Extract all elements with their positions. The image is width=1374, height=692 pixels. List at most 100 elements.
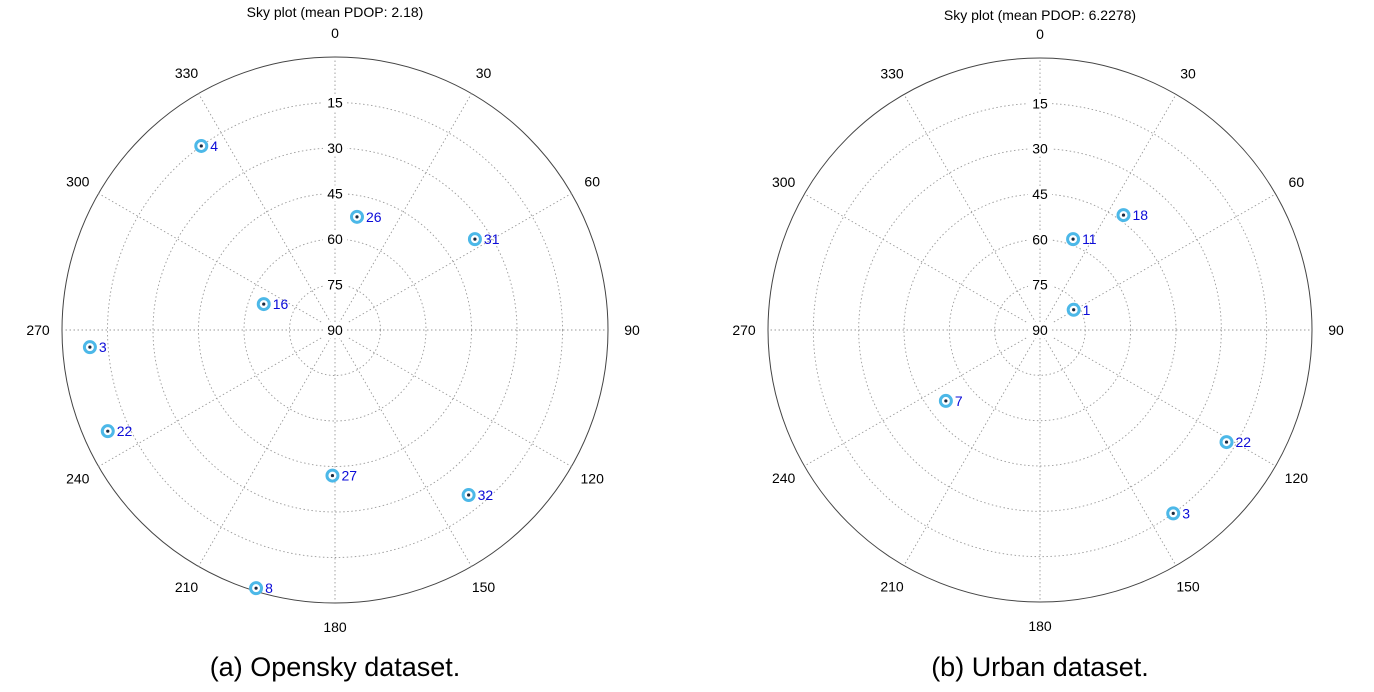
satellite-point: 8 <box>249 580 273 596</box>
satellite-point: 11 <box>1066 231 1097 247</box>
elevation-label-bg <box>323 140 347 156</box>
azimuth-tick-label: 150 <box>472 579 496 595</box>
satellite-prn-label: 11 <box>1082 231 1097 247</box>
satellite-marker-center <box>88 345 92 349</box>
satellite-prn-label: 31 <box>484 231 500 247</box>
azimuth-spoke <box>1039 94 1177 331</box>
satellite-marker-center <box>199 144 203 148</box>
satellite-point: 22 <box>1219 434 1252 450</box>
satellite-prn-label: 18 <box>1132 207 1148 223</box>
figure-caption: (a) Opensky dataset. <box>210 652 461 682</box>
azimuth-tick-label: 90 <box>1328 322 1344 338</box>
satellite-prn-label: 8 <box>265 580 273 596</box>
elevation-tick-label: 60 <box>327 231 343 247</box>
elevation-ticks: 15 30 45 60 75 90 <box>1028 95 1052 338</box>
azimuth-tick-label: 60 <box>1289 174 1305 190</box>
azimuth-tick-label: 60 <box>584 174 600 190</box>
elevation-label-bg <box>323 322 347 338</box>
azimuth-tick-label: 30 <box>1180 66 1196 82</box>
satellite-marker-center <box>473 237 477 241</box>
azimuth-spoke <box>334 329 572 467</box>
azimuth-spoke <box>1039 329 1276 467</box>
satellite-point: 31 <box>467 231 500 247</box>
satellite-marker-center <box>1121 213 1126 217</box>
azimuth-tick-label: 0 <box>331 25 339 41</box>
elevation-tick-label: 30 <box>327 140 343 156</box>
azimuth-tick-label: 150 <box>1176 578 1200 594</box>
satellite-point: 4 <box>194 138 218 154</box>
satellite-point: 3 <box>1166 505 1190 521</box>
satellite-marker-center <box>330 473 335 478</box>
elevation-ring <box>812 102 1268 558</box>
azimuth-tick-label: 270 <box>732 322 756 338</box>
chart-title: Sky plot (mean PDOP: 2.18) <box>247 4 424 20</box>
satellite-prn-label: 32 <box>478 487 494 503</box>
satellite-point: 7 <box>938 393 963 409</box>
elevation-label-bg <box>323 231 347 247</box>
azimuth-tick-label: 180 <box>323 619 347 635</box>
azimuth-tick-label: 330 <box>880 66 904 82</box>
azimuth-tick-label: 210 <box>175 579 199 595</box>
azimuth-spoke <box>198 93 336 331</box>
elevation-label-bg <box>1028 140 1052 157</box>
azimuth-spoke <box>804 193 1041 331</box>
outer-circle <box>767 57 1313 603</box>
figure-caption: (b) Urban dataset. <box>931 652 1149 682</box>
satellite-point: 22 <box>100 423 133 439</box>
elevation-label-bg <box>1028 231 1052 248</box>
elevation-tick-label: 60 <box>1032 231 1048 247</box>
elevation-label-bg <box>1028 276 1052 293</box>
elevation-tick-label: 15 <box>327 95 343 111</box>
azimuth-tick-label: 180 <box>1028 618 1052 634</box>
azimuth-spoke <box>334 329 472 567</box>
satellite-point: 16 <box>256 296 289 312</box>
elevation-tick-label: 45 <box>327 186 343 202</box>
elevation-label-bg <box>1028 95 1052 112</box>
azimuth-tick-label: 90 <box>624 322 640 338</box>
azimuth-tick-label: 270 <box>26 322 50 338</box>
satellite-marker-center <box>944 399 948 403</box>
azimuth-spoke <box>334 93 472 331</box>
satellite-marker-center <box>1224 440 1229 444</box>
satellite-marker-center <box>467 493 471 497</box>
satellite-point: 18 <box>1116 207 1148 223</box>
elevation-label-bg <box>323 185 347 202</box>
satellite-prn-label: 26 <box>366 209 382 225</box>
azimuth-tick-label: 0 <box>1036 26 1044 42</box>
elevation-label-bg <box>323 94 347 111</box>
azimuth-spoke <box>903 94 1041 331</box>
azimuth-tick-label: 330 <box>175 65 199 81</box>
satellite-markers: 4 26 31 16 3 22 32 27 8 <box>82 138 500 596</box>
skyplot-panel-opensky: Sky plot (mean PDOP: 2.18) (a) Opensky d… <box>26 4 640 682</box>
satellite-prn-label: 4 <box>210 138 218 154</box>
elevation-tick-label: 90 <box>1032 322 1048 338</box>
satellite-prn-label: 7 <box>955 393 963 409</box>
satellite-point: 3 <box>82 339 107 355</box>
azimuth-spoke <box>1039 329 1177 566</box>
azimuth-spoke <box>804 329 1041 467</box>
azimuth-tick-label: 300 <box>772 174 796 190</box>
elevation-label-bg <box>323 276 347 293</box>
satellite-point: 1 <box>1066 302 1091 318</box>
satellite-point: 32 <box>461 487 494 503</box>
satellite-marker-center <box>1072 308 1076 312</box>
azimuth-tick-label: 240 <box>66 471 90 487</box>
azimuth-spoke <box>198 329 336 567</box>
azimuth-spoke <box>334 193 572 331</box>
elevation-tick-label: 75 <box>327 277 343 293</box>
elevation-tick-label: 45 <box>1032 186 1048 202</box>
azimuth-tick-label: 30 <box>476 65 492 81</box>
satellite-prn-label: 22 <box>1236 434 1252 450</box>
satellite-prn-label: 3 <box>99 339 107 355</box>
satellite-marker-center <box>1171 511 1175 515</box>
satellite-point: 26 <box>349 209 382 225</box>
azimuth-tick-label: 300 <box>66 174 90 190</box>
elevation-tick-label: 75 <box>1032 277 1048 293</box>
skyplot-panel-urban: Sky plot (mean PDOP: 6.2278) (b) Urban d… <box>732 7 1344 682</box>
satellite-prn-label: 3 <box>1182 505 1190 521</box>
satellite-prn-label: 16 <box>273 296 289 312</box>
azimuth-spoke <box>98 193 336 331</box>
satellite-marker-center <box>1071 237 1075 241</box>
